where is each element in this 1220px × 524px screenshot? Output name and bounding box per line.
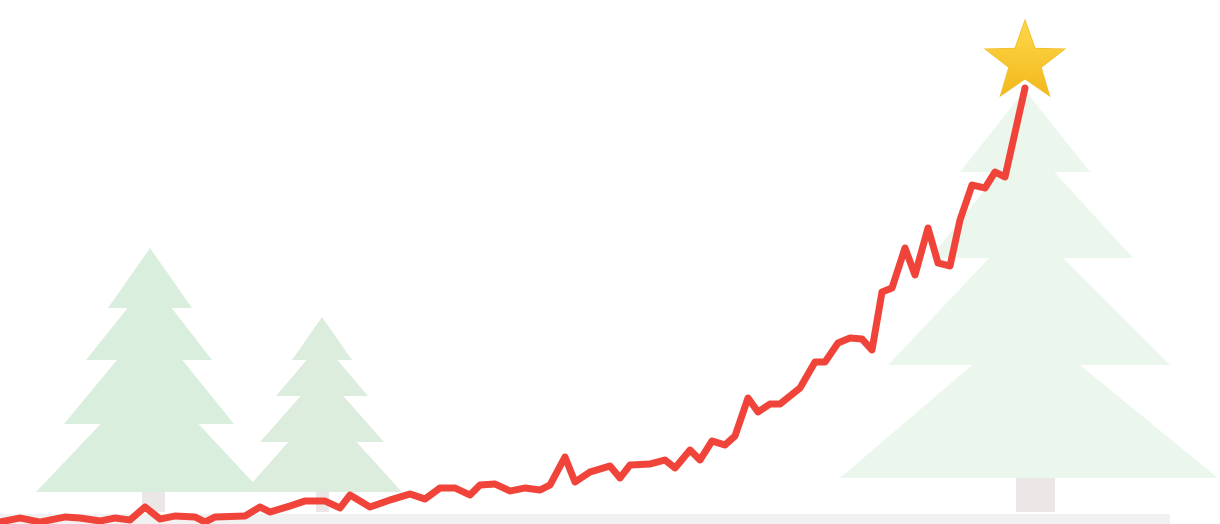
- ground-strip: [0, 514, 1170, 524]
- small-tree: [244, 317, 402, 512]
- small-tree: [36, 248, 262, 512]
- data-line: [0, 84, 1029, 524]
- star: [983, 18, 1067, 98]
- big-tree: [840, 90, 1218, 512]
